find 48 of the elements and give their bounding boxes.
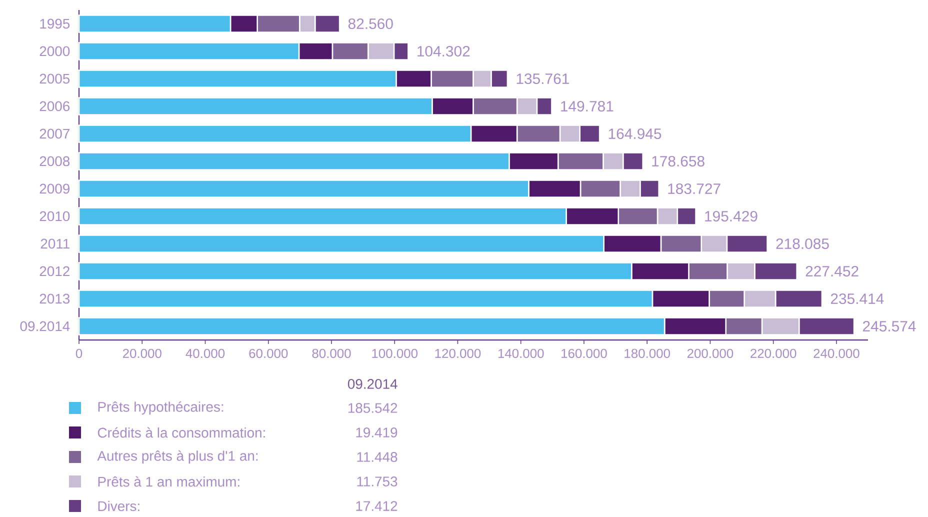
total-label: 218.085 [776, 238, 829, 250]
legend-label: Prêts à 1 an maximum: [98, 476, 240, 487]
total-label: 183.727 [668, 183, 720, 194]
y-tick-label: 2008 [40, 156, 70, 166]
y-tick-label: 09.2014 [20, 321, 70, 332]
text: 17.412 [356, 501, 398, 511]
total-label: 245.574 [862, 320, 916, 332]
x-tick-label: 180.000 [624, 348, 670, 358]
total-label: 82.560 [348, 18, 393, 30]
x-tick-label: 240.000 [814, 348, 860, 358]
x-tick-label: 60.000 [249, 348, 288, 358]
y-tick-label: 2013 [40, 294, 70, 304]
y-tick-label: 1995 [40, 18, 70, 29]
x-tick-label: 40.000 [186, 348, 225, 358]
x-tick-label: 100.000 [372, 348, 418, 358]
x-tick-label: 120.000 [435, 348, 481, 358]
legend-label: Crédits à la consommation: [98, 427, 265, 438]
y-tick-label: 2012 [40, 266, 70, 276]
x-tick-label: 80.000 [312, 348, 351, 358]
y-tick-label: 2000 [40, 46, 70, 56]
y-tick-label: 2006 [40, 101, 70, 112]
x-tick-label: 200.000 [687, 348, 734, 358]
x-tick-label: 220.000 [750, 348, 796, 358]
text: 19.419 [356, 428, 398, 438]
legend-label: Autres prêts à plus d'1 an: [97, 450, 258, 464]
x-tick-label: 0 [76, 348, 82, 358]
total-label: 195.429 [705, 210, 758, 222]
text: 185.542 [348, 403, 398, 413]
total-label: 178.658 [652, 156, 704, 167]
text: 11.448 [357, 452, 398, 462]
total-label: 235.414 [830, 293, 884, 304]
legend-label: Prêts hypothécaires: [98, 401, 224, 415]
total-label: 149.781 [561, 100, 614, 112]
total-label: 135.761 [516, 73, 569, 84]
total-label: 227.452 [806, 266, 858, 277]
y-tick-label: 2011 [40, 238, 70, 249]
x-tick-label: 160.000 [562, 348, 607, 358]
y-tick-label: 2007 [40, 128, 70, 139]
y-tick-label: 2005 [40, 74, 70, 84]
x-tick-label: 20.000 [122, 348, 162, 358]
total-label: 104.302 [418, 46, 470, 57]
legend-label: Divers: [98, 500, 140, 512]
x-tick-label: 140.000 [498, 348, 544, 358]
text: 11.753 [357, 476, 398, 486]
total-label: 164.945 [608, 128, 662, 140]
y-tick-label: 2010 [40, 211, 70, 222]
y-tick-label: 2009 [40, 184, 70, 194]
legend-title: 09.2014 [348, 379, 398, 389]
